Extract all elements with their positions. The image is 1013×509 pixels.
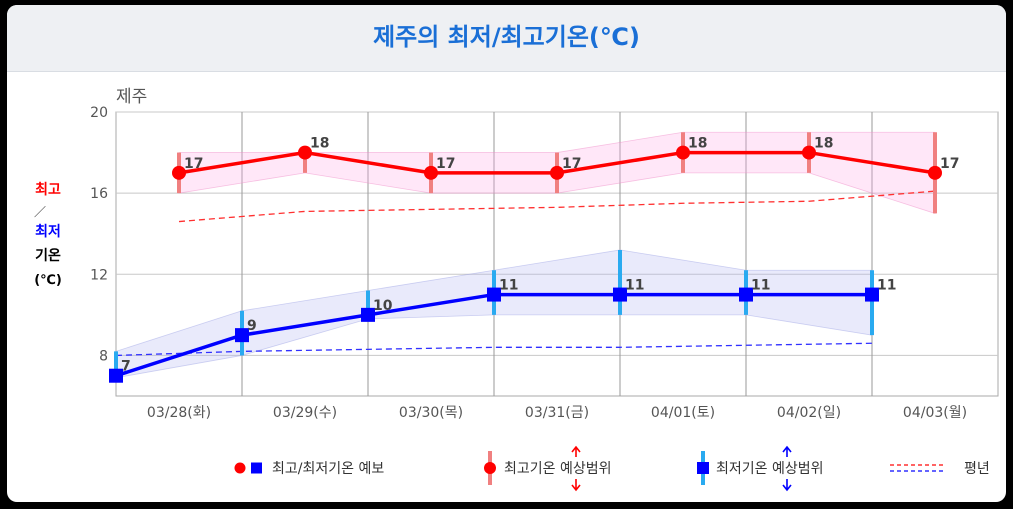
high-temp-point xyxy=(550,165,564,180)
y-title-line3: 기온 xyxy=(35,248,61,264)
y-tick-label: 16 xyxy=(90,186,108,202)
chart-title: 제주의 최저/최고기온(℃) xyxy=(373,23,640,51)
y-tick-label: 12 xyxy=(90,267,108,283)
legend-forecast-low-marker xyxy=(251,462,262,474)
low-data-label: 11 xyxy=(877,278,896,294)
x-tick-label: 03/31(금) xyxy=(525,405,589,421)
low-temp-point xyxy=(739,287,753,302)
low-temp-point xyxy=(109,368,123,383)
high-data-label: 18 xyxy=(310,136,329,152)
title-bar: 제주의 최저/최고기온(℃) xyxy=(7,5,1006,72)
x-tick-label: 04/01(토) xyxy=(651,405,715,421)
high-temp-point xyxy=(928,165,942,180)
chart-frame: 제주의 최저/최고기온(℃) 8 12 16 20 03/28(화) 03/29(수) 03… xyxy=(7,5,1006,502)
high-data-label: 17 xyxy=(436,156,455,172)
low-temp-point xyxy=(487,287,501,302)
legend-low-range-label: 최저기온 예상범위 xyxy=(716,461,824,477)
legend-high-up-arrow-icon xyxy=(571,445,581,457)
high-data-label: 17 xyxy=(562,156,581,172)
x-tick-label: 04/02(일) xyxy=(777,405,841,421)
high-data-label: 17 xyxy=(940,156,959,172)
y-title-high: 최고 xyxy=(35,182,61,198)
legend-normal-label: 평년 xyxy=(964,461,990,477)
low-temp-point xyxy=(361,307,375,322)
y-title-sep: ／ xyxy=(34,205,46,219)
legend-forecast-label: 최고/최저기온 예보 xyxy=(272,461,384,477)
high-temp-point xyxy=(424,165,438,180)
x-tick-label: 03/30(목) xyxy=(399,405,463,421)
low-data-label: 10 xyxy=(373,298,393,314)
normal-low-line xyxy=(115,342,873,357)
normal-high-line xyxy=(178,190,936,223)
legend-low-up-arrow-icon xyxy=(782,445,792,457)
x-tick-label: 03/29(수) xyxy=(273,405,337,421)
y-title-line4: (℃) xyxy=(34,273,62,288)
legend-forecast-high-marker xyxy=(234,462,246,474)
x-tick-label: 03/28(화) xyxy=(147,405,211,421)
y-title-low: 최저 xyxy=(35,224,61,240)
low-data-label: 11 xyxy=(751,278,770,294)
legend-high-range-label: 최고기온 예상범위 xyxy=(504,461,612,477)
high-data-label: 18 xyxy=(688,136,707,152)
low-data-label: 11 xyxy=(625,278,644,294)
high-temp-point xyxy=(676,145,690,160)
chart-svg: 8 12 16 20 03/28(화) 03/29(수) 03/30(목) 03/31(금) 0… xyxy=(34,87,999,492)
high-temp-point xyxy=(802,145,816,160)
high-data-label: 18 xyxy=(814,136,833,152)
y-tick-label: 20 xyxy=(90,105,108,121)
x-tick-label: 04/03(월) xyxy=(903,405,967,421)
high-temp-point xyxy=(172,165,186,180)
high-data-label: 17 xyxy=(184,156,203,172)
legend-high-down-arrow-icon xyxy=(571,479,581,492)
legend-high-marker xyxy=(484,462,496,474)
low-temp-point xyxy=(235,328,249,343)
low-temp-point xyxy=(865,287,879,302)
low-temp-point xyxy=(613,287,627,302)
legend-low-marker xyxy=(697,462,709,474)
high-temp-point xyxy=(298,145,312,160)
low-data-label: 7 xyxy=(121,359,131,375)
low-data-label: 9 xyxy=(247,318,257,334)
station-label: 제주 xyxy=(116,87,147,107)
legend-low-down-arrow-icon xyxy=(782,479,792,492)
low-data-label: 11 xyxy=(499,278,518,294)
y-tick-label: 8 xyxy=(99,348,108,364)
